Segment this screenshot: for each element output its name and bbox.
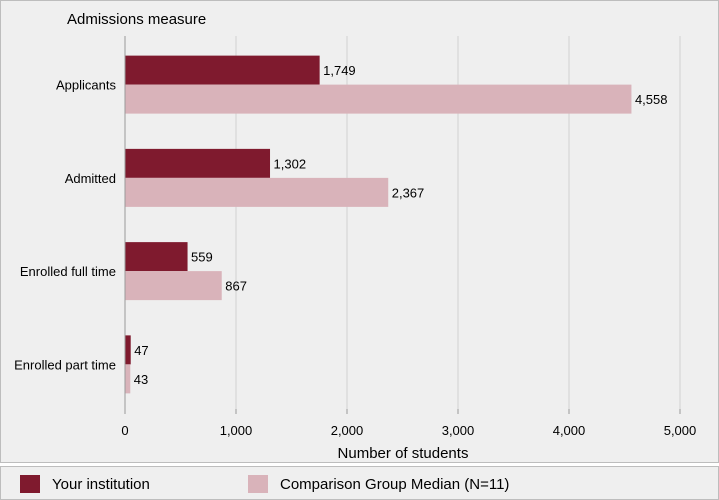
chart-frame: Admissions measure 1,749 4,558 1,302 2,367 5… <box>0 0 719 463</box>
legend: Your institution Comparison Group Median… <box>0 466 719 500</box>
bar-admitted-comparison-median <box>125 177 389 207</box>
category-label-layer: Applicants Admitted Enrolled full time Enro… <box>14 78 116 373</box>
x-tick-label-1000: 1,000 <box>220 423 253 438</box>
x-tick-label-2000: 2,000 <box>331 423 364 438</box>
data-label-admitted-your-institution: 1,302 <box>274 156 307 171</box>
x-tick-label-0: 0 <box>121 423 128 438</box>
x-tick-label-4000: 4,000 <box>553 423 586 438</box>
data-label-enrolled-part-time-comparison-median: 43 <box>134 372 148 387</box>
data-label-enrolled-full-time-comparison-median: 867 <box>225 279 247 294</box>
x-tick-label-3000: 3,000 <box>442 423 475 438</box>
category-label-admitted: Admitted <box>65 171 116 186</box>
x-tick-label-5000: 5,000 <box>664 423 697 438</box>
bar-applicants-your-institution <box>125 55 320 85</box>
legend-label-your-institution: Your institution <box>52 475 150 493</box>
category-label-enrolled-part-time: Enrolled part time <box>14 357 116 372</box>
bar-enrolled-part-time-your-institution <box>125 335 131 365</box>
data-label-applicants-comparison-median: 4,558 <box>635 92 668 107</box>
bar-enrolled-full-time-your-institution <box>125 242 188 272</box>
legend-swatch-comparison-group <box>248 475 268 493</box>
bar-layer: 1,749 4,558 1,302 2,367 559 867 47 43 <box>125 55 668 394</box>
y-axis-title: Admissions measure <box>67 11 206 28</box>
data-label-enrolled-full-time-your-institution: 559 <box>191 250 213 265</box>
legend-swatch-your-institution <box>20 475 40 493</box>
legend-label-comparison-group: Comparison Group Median (N=11) <box>280 475 510 493</box>
x-tick-layer: 0 1,000 2,000 3,000 4,000 5,000 <box>121 409 696 438</box>
data-label-applicants-your-institution: 1,749 <box>323 63 356 78</box>
legend-item-comparison-group: Comparison Group Median (N=11) <box>248 475 509 493</box>
bar-enrolled-part-time-comparison-median <box>125 364 131 394</box>
bar-applicants-comparison-median <box>125 84 632 114</box>
bar-chart: Admissions measure 1,749 4,558 1,302 2,367 5… <box>14 11 696 462</box>
bar-admitted-your-institution <box>125 148 271 178</box>
category-label-applicants: Applicants <box>56 78 116 93</box>
data-label-admitted-comparison-median: 2,367 <box>392 185 425 200</box>
bar-enrolled-full-time-comparison-median <box>125 271 222 301</box>
x-axis-title: Number of students <box>338 445 469 462</box>
data-label-enrolled-part-time-your-institution: 47 <box>134 343 148 358</box>
category-label-enrolled-full-time: Enrolled full time <box>20 264 116 279</box>
legend-item-your-institution: Your institution <box>20 475 150 493</box>
